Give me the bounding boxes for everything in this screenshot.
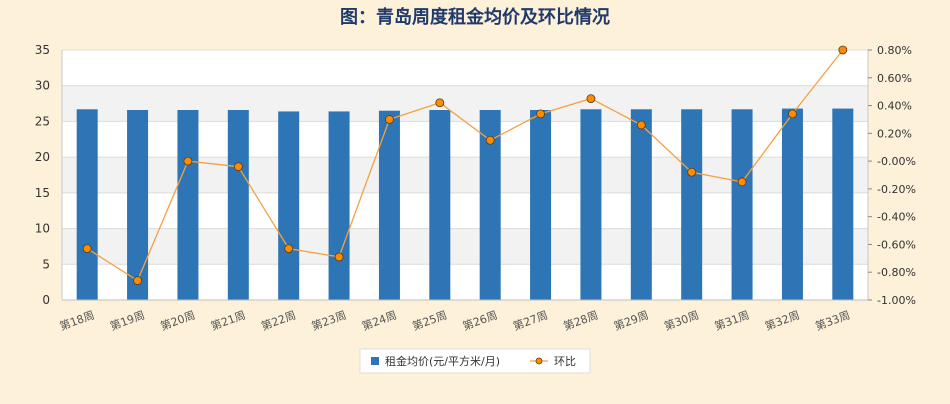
bar-series bbox=[76, 108, 854, 301]
left-tick-label: 0 bbox=[42, 293, 50, 307]
line-point bbox=[284, 244, 294, 254]
right-tick-label: 0.60% bbox=[877, 72, 912, 85]
bar bbox=[530, 110, 552, 300]
bar bbox=[832, 108, 854, 300]
x-tick-label: 第25周 bbox=[410, 308, 449, 333]
line-point bbox=[435, 98, 445, 108]
line-path bbox=[86, 49, 844, 282]
legend-bar-swatch bbox=[371, 357, 379, 365]
legend-line-marker bbox=[535, 357, 543, 365]
left-tick-label: 5 bbox=[42, 257, 50, 271]
x-tick-label: 第18周 bbox=[58, 308, 97, 333]
x-axis: 第18周 第19周 第20周 第21周 第22周 第23周 第24周 第25周 第26周 第27周… bbox=[58, 299, 868, 333]
line-point bbox=[737, 177, 747, 187]
x-tick-label: 第24周 bbox=[360, 308, 399, 333]
bar bbox=[781, 108, 803, 300]
right-tick-label: -0.20% bbox=[877, 183, 916, 196]
line-point bbox=[485, 135, 495, 145]
line-series bbox=[82, 45, 848, 285]
x-tick-label: 第31周 bbox=[712, 308, 751, 333]
right-axis: -1.00% -0.80% -0.60% -0.40% -0.20% -0.00% 0.20… bbox=[867, 44, 916, 307]
bar bbox=[731, 109, 753, 301]
line-point bbox=[636, 120, 646, 130]
bar bbox=[479, 110, 501, 300]
bar bbox=[227, 110, 249, 300]
right-tick-label: -0.00% bbox=[877, 155, 916, 168]
line-point bbox=[385, 115, 394, 124]
line-point bbox=[183, 156, 193, 166]
x-tick-label: 第29周 bbox=[612, 308, 651, 333]
x-tick-label: 第20周 bbox=[158, 308, 197, 333]
bar bbox=[429, 110, 451, 300]
left-tick-label: 30 bbox=[35, 79, 50, 93]
x-tick-label: 第33周 bbox=[813, 308, 852, 333]
line-point bbox=[788, 109, 797, 119]
legend: 租金均价(元/平方米/月) 环比 bbox=[359, 348, 591, 374]
bar bbox=[76, 109, 98, 301]
x-tick-label: 第22周 bbox=[259, 308, 298, 333]
x-tick-label: 第19周 bbox=[108, 308, 147, 333]
bar bbox=[681, 109, 703, 301]
bar bbox=[378, 110, 400, 300]
bar bbox=[127, 110, 149, 300]
line-point bbox=[82, 244, 92, 254]
chart-title: 图：青岛周度租金均价及环比情况 bbox=[340, 6, 610, 28]
x-tick-label: 第32周 bbox=[763, 308, 802, 333]
right-tick-label: -0.40% bbox=[877, 211, 916, 224]
legend-bar-label: 租金均价(元/平方米/月) bbox=[385, 354, 500, 368]
right-tick-label: 0.80% bbox=[877, 44, 912, 57]
bar bbox=[177, 110, 199, 300]
x-tick-label: 第23周 bbox=[309, 308, 348, 333]
bar bbox=[278, 111, 300, 300]
right-tick-label: -1.00% bbox=[877, 294, 916, 307]
line-point bbox=[334, 252, 344, 262]
line-point bbox=[536, 109, 545, 119]
left-tick-label: 10 bbox=[35, 222, 50, 236]
left-tick-label: 25 bbox=[35, 114, 50, 128]
line-point bbox=[687, 167, 697, 177]
left-axis: 0 5 10 15 20 25 30 35 bbox=[35, 43, 63, 307]
x-tick-label: 第26周 bbox=[461, 308, 500, 333]
x-tick-label: 第21周 bbox=[209, 308, 248, 333]
left-tick-label: 15 bbox=[35, 186, 50, 200]
right-tick-label: 0.20% bbox=[877, 127, 912, 140]
x-tick-label: 第28周 bbox=[561, 308, 600, 333]
x-tick-label: 第30周 bbox=[662, 308, 701, 333]
line-point bbox=[233, 162, 243, 172]
right-tick-label: 0.40% bbox=[877, 100, 912, 113]
x-tick-label: 第27周 bbox=[511, 308, 550, 333]
bar bbox=[580, 109, 602, 301]
bar bbox=[630, 109, 652, 301]
bar bbox=[328, 111, 350, 300]
legend-box bbox=[359, 348, 591, 374]
line-point bbox=[133, 276, 142, 285]
left-tick-label: 20 bbox=[35, 150, 50, 164]
right-tick-label: -0.80% bbox=[877, 266, 916, 279]
left-tick-label: 35 bbox=[35, 43, 50, 57]
right-tick-label: -0.60% bbox=[877, 238, 916, 251]
line-point bbox=[586, 94, 596, 104]
line-point bbox=[838, 45, 848, 55]
legend-line-label: 环比 bbox=[554, 355, 576, 368]
